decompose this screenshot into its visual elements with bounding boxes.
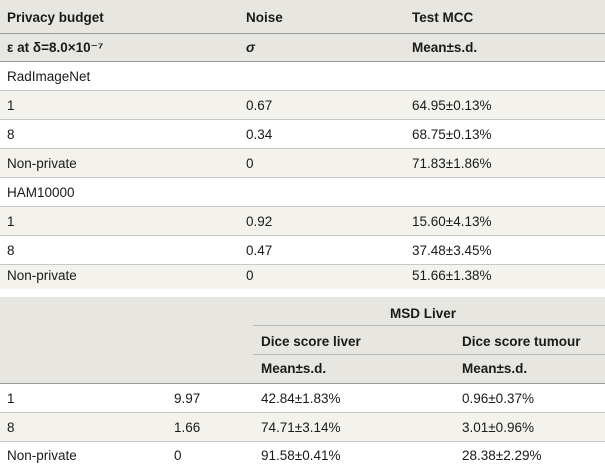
cell-budget: 8 — [7, 420, 15, 435]
cell-dice-liver: 91.58±0.41% — [261, 448, 341, 463]
cell-noise: 0.47 — [246, 243, 273, 258]
group-name: HAM10000 — [7, 185, 75, 200]
cell-mcc: 68.75±0.13% — [412, 127, 492, 142]
group-name: RadImageNet — [7, 69, 91, 84]
table-row: Non-private 0 51.66±1.38% — [0, 265, 605, 289]
subheader-mean-sd: Mean±s.d. — [412, 40, 478, 55]
table-row: 1 0.92 15.60±4.13% — [0, 207, 605, 235]
cell-budget: 8 — [7, 243, 15, 258]
cell-budget: 8 — [7, 127, 15, 142]
table-row: 8 0.34 68.75±0.13% — [0, 120, 605, 148]
cell-mcc: 64.95±0.13% — [412, 98, 492, 113]
subheader-mean-sd-tumour: Mean±s.d. — [462, 361, 528, 376]
header-dice-tumour: Dice score tumour — [462, 334, 581, 349]
cell-budget: Non-private — [7, 156, 77, 171]
cell-noise: 0.67 — [246, 98, 273, 113]
cell-noise: 0 — [246, 156, 254, 171]
header-msd-liver: MSD Liver — [390, 306, 457, 321]
cell-budget: Non-private — [7, 448, 77, 463]
cell-mcc: 71.83±1.86% — [412, 156, 492, 171]
cell-dice-tumour: 3.01±0.96% — [462, 420, 534, 435]
subheader-mean-sd-liver: Mean±s.d. — [261, 361, 327, 376]
cell-dice-liver: 42.84±1.83% — [261, 391, 341, 406]
table-header-row: Privacy budget Noise Test MCC — [0, 0, 605, 33]
header-noise: Noise — [246, 10, 283, 25]
subheader-sigma: σ — [246, 40, 255, 55]
cell-budget: Non-private — [7, 268, 77, 283]
cell-mcc: 51.66±1.38% — [412, 268, 492, 283]
table-subheader-row: ε at δ=8.0×10⁻⁷ σ Mean±s.d. — [0, 34, 605, 61]
group-label-row: HAM10000 — [0, 178, 605, 206]
table-row: 8 0.47 37.48±3.45% — [0, 236, 605, 264]
cell-budget: 1 — [7, 98, 15, 113]
cell-noise: 0.92 — [246, 214, 273, 229]
cell-noise: 0 — [246, 268, 254, 283]
cell-noise: 9.97 — [174, 391, 201, 406]
cell-budget: 1 — [7, 214, 15, 229]
cell-dice-tumour: 0.96±0.37% — [462, 391, 534, 406]
table-header-block: MSD Liver Dice score liver Dice score tu… — [0, 297, 605, 383]
cell-mcc: 15.60±4.13% — [412, 214, 492, 229]
cell-noise: 1.66 — [174, 420, 201, 435]
table-row: 1 9.97 42.84±1.83% 0.96±0.37% — [0, 384, 605, 412]
header-privacy-budget: Privacy budget — [7, 10, 104, 25]
cell-dice-tumour: 28.38±2.29% — [462, 448, 542, 463]
cell-mcc: 37.48±3.45% — [412, 243, 492, 258]
table-row: 8 1.66 74.71±3.14% 3.01±0.96% — [0, 413, 605, 441]
group-label-row: RadImageNet — [0, 62, 605, 90]
table-row: Non-private 0 91.58±0.41% 28.38±2.29% — [0, 442, 605, 468]
subheader-epsilon: ε at δ=8.0×10⁻⁷ — [7, 40, 104, 55]
table-row: Non-private 0 71.83±1.86% — [0, 149, 605, 177]
cell-budget: 1 — [7, 391, 15, 406]
cell-noise: 0.34 — [246, 127, 273, 142]
header-test-mcc: Test MCC — [412, 10, 474, 25]
cell-dice-liver: 74.71±3.14% — [261, 420, 341, 435]
table-row: 1 0.67 64.95±0.13% — [0, 91, 605, 119]
cell-noise: 0 — [174, 448, 182, 463]
header-dice-liver: Dice score liver — [261, 334, 361, 349]
